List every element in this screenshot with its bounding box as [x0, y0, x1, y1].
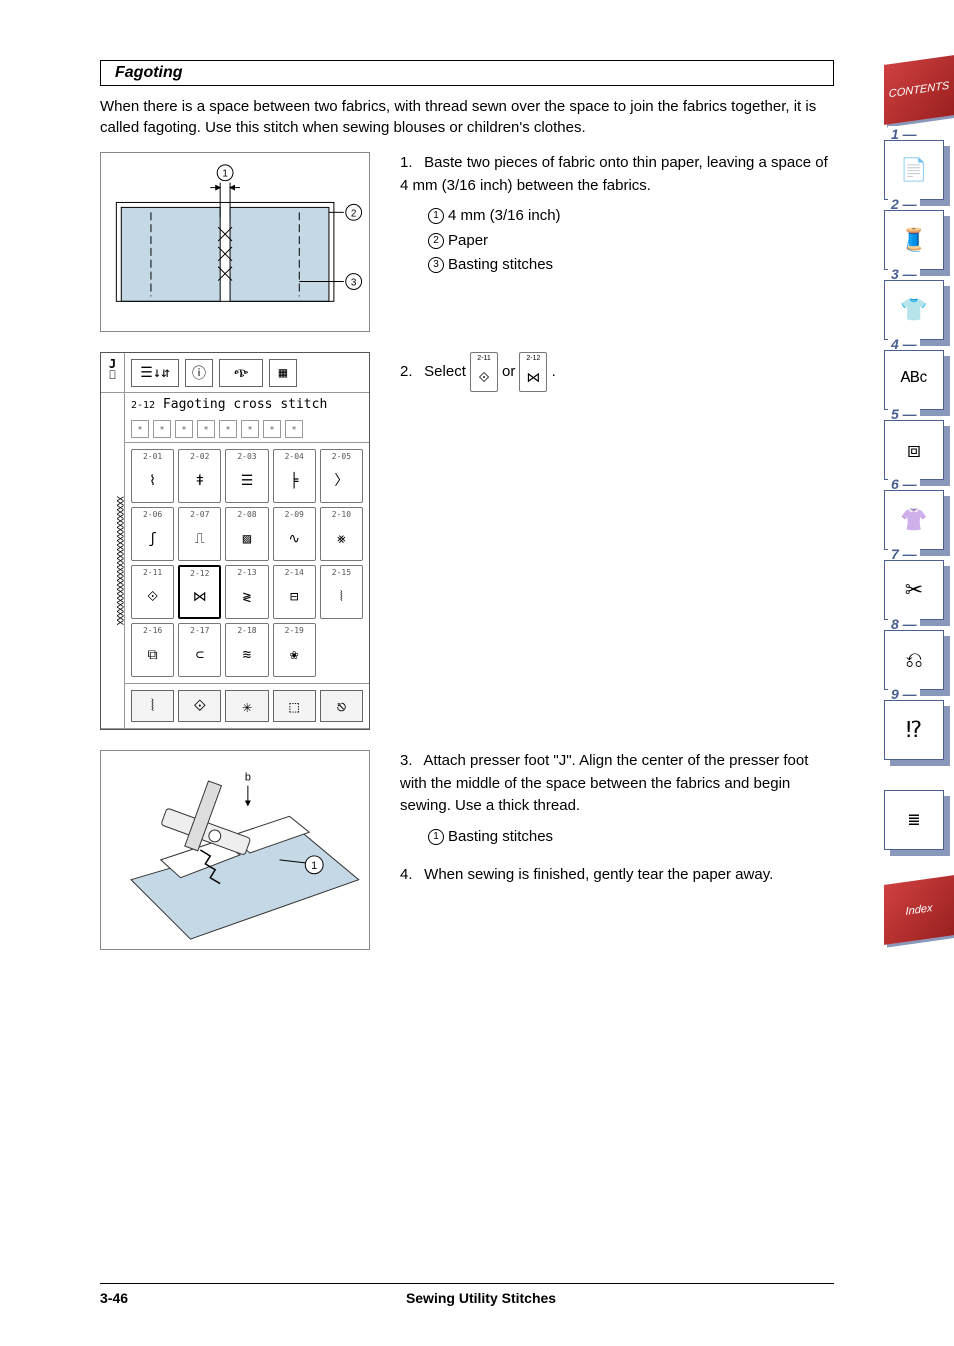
stitch-option-2-11[interactable]: 2-11 ⟐ — [470, 352, 498, 392]
stitch-cell-2-13[interactable]: 2-13≷ — [225, 565, 268, 619]
info-icon[interactable]: ⓘ — [185, 359, 213, 387]
diagram-presser-foot: b 1 — [100, 750, 370, 950]
stitch-cell-2-17[interactable]: 2-17⊂ — [178, 623, 221, 677]
step-4: 4. When sewing is finished, gently tear … — [400, 864, 834, 887]
xxx-border: XXXXXXXXXXXXXXXXXXXXXXXXXXXXX — [101, 393, 125, 728]
step1-label-1: 14 mm (3/16 inch) — [428, 205, 834, 228]
stitch-cell-2-02[interactable]: 2-02ǂ — [178, 449, 221, 503]
page-number: 3-46 — [100, 1290, 128, 1306]
stitch-selection-screen: J ⎕ ☰↓⇵ ⓘ ጭ ▦ XXXXXXXXXXXXXXXXXXXXXXXXXX… — [100, 352, 370, 730]
step1-label-2: 2Paper — [428, 230, 834, 253]
footer-title: Sewing Utility Stitches — [406, 1290, 556, 1306]
step1-label-3: 3Basting stitches — [428, 254, 834, 277]
chapter-tab-8[interactable]: ⎌ — [884, 630, 944, 690]
preview-icon[interactable]: ▦ — [269, 359, 297, 387]
tab-index-icon[interactable]: ≣ — [884, 790, 944, 850]
stitch-cell-2-16[interactable]: 2-16⧉ — [131, 623, 174, 677]
stitch-cell-2-15[interactable]: 2-15⦚ — [320, 565, 363, 619]
stitch-cell-2-08[interactable]: 2-08▨ — [225, 507, 268, 561]
intro-text: When there is a space between two fabric… — [100, 96, 834, 138]
stitch-cell-2-14[interactable]: 2-14⊟ — [273, 565, 316, 619]
index-banner[interactable]: Index — [884, 875, 954, 945]
contents-banner[interactable]: CONTENTS — [884, 55, 954, 125]
stitch-cell-2-18[interactable]: 2-18≋ — [225, 623, 268, 677]
stitch-cell-2-19[interactable]: 2-19❀ — [273, 623, 316, 677]
section-header: Fagoting — [100, 60, 834, 86]
guide-icon[interactable]: ጭ — [219, 359, 263, 387]
stitch-cell-2-12[interactable]: 2-12⋈ — [178, 565, 221, 619]
bottom-icon-5[interactable]: ⎋ — [320, 690, 363, 722]
bottom-icon-3[interactable]: ✳ — [225, 690, 268, 722]
step3-label-1: 1Basting stitches — [428, 826, 834, 849]
chapter-tab-1[interactable]: 📄 — [884, 140, 944, 200]
stitch-cell-2-01[interactable]: 2-01⌇ — [131, 449, 174, 503]
chapter-tab-9[interactable]: ⁉ — [884, 700, 944, 760]
screen-title: 2-12 Fagoting cross stitch — [125, 393, 369, 416]
svg-text:2: 2 — [351, 208, 357, 219]
page-footer: 3-46 Sewing Utility Stitches — [100, 1283, 834, 1306]
stitch-grid: 2-01⌇2-02ǂ2-03☰2-04╞2-05〉 2-06ʃ2-07⎍2-08▨… — [125, 443, 369, 683]
side-tabs: CONTENTS 1 —📄2 —🧵3 —👕4 —ᴬᴮᶜ5 —⧈6 —👚7 —✂8… — [884, 60, 954, 940]
stitch-cell-2-09[interactable]: 2-09∿ — [273, 507, 316, 561]
svg-text:1: 1 — [311, 860, 317, 872]
bottom-icon-4[interactable]: ⬚ — [273, 690, 316, 722]
stitch-option-2-12[interactable]: 2-12 ⋈ — [519, 352, 547, 392]
stitch-cell-2-06[interactable]: 2-06ʃ — [131, 507, 174, 561]
chapter-tab-6[interactable]: 👚 — [884, 490, 944, 550]
svg-text:3: 3 — [351, 278, 357, 289]
step-3: 3. Attach presser foot "J". Align the ce… — [400, 750, 834, 818]
chapter-tab-3[interactable]: 👕 — [884, 280, 944, 340]
stitch-cell-2-07[interactable]: 2-07⎍ — [178, 507, 221, 561]
bottom-icon-1[interactable]: ⦚ — [131, 690, 174, 722]
step-2: 2. Select 2-11 ⟐ or 2-12 ⋈ . — [400, 352, 834, 392]
chapter-tab-7[interactable]: ✂ — [884, 560, 944, 620]
stitch-cell-2-03[interactable]: 2-03☰ — [225, 449, 268, 503]
svg-text:b: b — [245, 772, 251, 784]
section-title: Fagoting — [111, 64, 187, 82]
stitch-cell-2-05[interactable]: 2-05〉 — [320, 449, 363, 503]
chapter-tab-4[interactable]: ᴬᴮᶜ — [884, 350, 944, 410]
chapter-tab-2[interactable]: 🧵 — [884, 210, 944, 270]
foot-row: ᴴᴴᴴᴴ ᴴᴴᴴᴴ — [125, 416, 369, 443]
bottom-icon-2[interactable]: ⟐ — [178, 690, 221, 722]
svg-text:1: 1 — [222, 169, 228, 180]
diagram-fabric-basting: 1 2 3 — [100, 152, 370, 332]
feed-icon[interactable]: ☰↓⇵ — [131, 359, 179, 387]
chapter-tab-5[interactable]: ⧈ — [884, 420, 944, 480]
stitch-cell-2-04[interactable]: 2-04╞ — [273, 449, 316, 503]
foot-letter-icon: J ⎕ — [101, 353, 125, 392]
stitch-cell-2-10[interactable]: 2-10⨳ — [320, 507, 363, 561]
stitch-cell-2-11[interactable]: 2-11⟐ — [131, 565, 174, 619]
step-1: 1. Baste two pieces of fabric onto thin … — [400, 152, 834, 197]
